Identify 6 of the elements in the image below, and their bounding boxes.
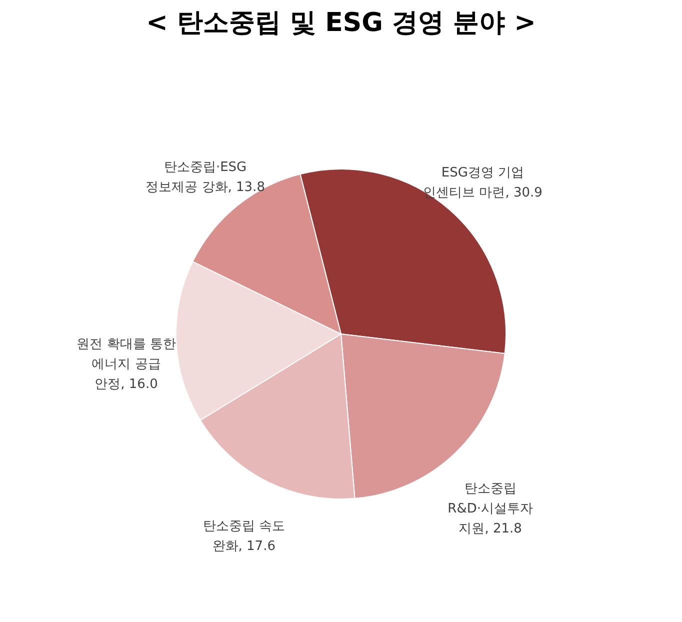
chart-title: < 탄소중립 및 ESG 경영 분야 > — [146, 8, 536, 38]
slice-label: 원전 확대를 통한 에너지 공급 안정, 16.0 — [76, 337, 176, 392]
slice-label: 탄소중립·ESG 정보제공 강화, 13.8 — [146, 160, 265, 196]
slice-label: 탄소중립 속도 완화, 17.6 — [202, 518, 285, 554]
slice-label: 탄소중립 R&D·시설투자 지원, 21.8 — [448, 482, 533, 537]
slice-label: ESG경영 기업 인센티브 마련, 30.9 — [423, 165, 542, 200]
